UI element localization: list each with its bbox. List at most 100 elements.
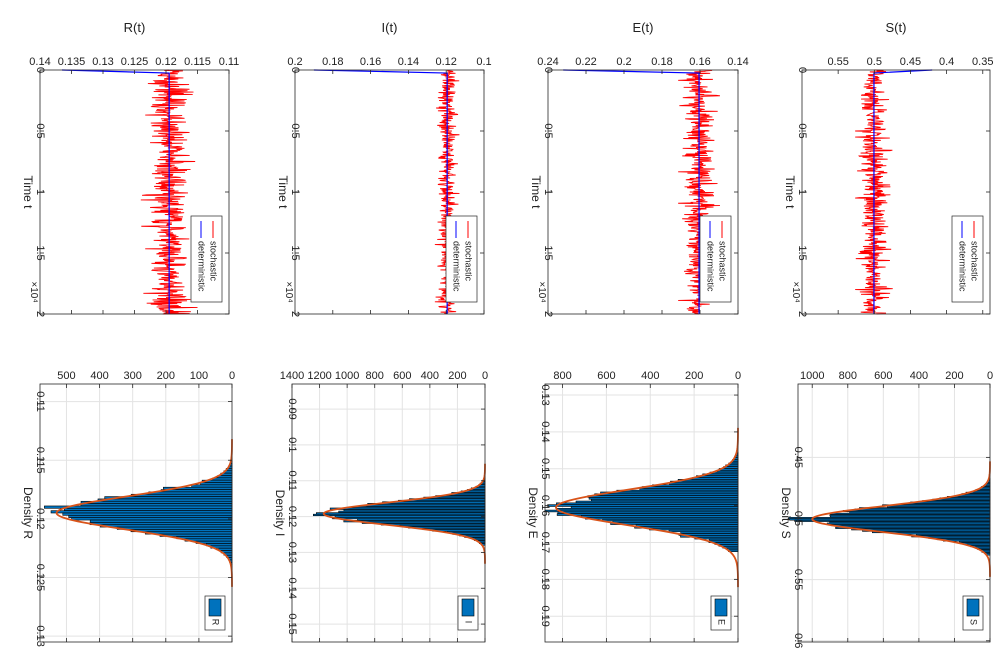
histogram-bar <box>130 493 233 497</box>
x-tick-label: 0 <box>34 67 46 73</box>
legend-label-stochastic: stochastic <box>209 241 219 282</box>
x-tick-label: 0.17 <box>539 532 551 553</box>
x-axis-label: Density R <box>21 487 35 539</box>
legend-label: E <box>717 619 727 625</box>
value-tick-label: 0.2 <box>287 56 302 68</box>
legend-swatch <box>966 598 980 617</box>
x-tick-label: 0.15 <box>286 613 298 634</box>
x-tick-label: 2 <box>289 311 301 317</box>
axes-box <box>544 383 739 643</box>
histogram-bar <box>71 517 233 521</box>
value-tick-label: 200 <box>945 370 963 382</box>
x-tick-label: 0.5 <box>289 123 301 138</box>
x-tick-label: 0.11 <box>34 391 46 412</box>
x-tick-label: 0.15 <box>539 458 551 479</box>
value-tick-label: 400 <box>421 370 439 382</box>
histogram-bar <box>62 512 233 516</box>
x-tick-label: 0.13 <box>34 625 46 646</box>
series-deterministic-line <box>563 69 700 314</box>
value-tick-label: 0.115 <box>184 56 211 68</box>
value-tick-label: 0.135 <box>58 56 86 68</box>
x-axis-label: Time t <box>783 176 797 210</box>
histogram-bar <box>89 522 233 526</box>
value-tick-label: 0.14 <box>398 56 419 68</box>
x-tick-label: 2 <box>542 311 554 317</box>
x-tick-label: 0.1 <box>286 437 298 452</box>
x-tick-label: 0.14 <box>539 421 551 442</box>
histogram-bar <box>63 508 233 511</box>
value-tick-label: 800 <box>839 370 857 382</box>
chart-title: R(t) <box>124 20 146 35</box>
fit-curve <box>55 439 233 587</box>
x-tick-label: 0.55 <box>792 569 804 590</box>
legend-box <box>699 215 732 303</box>
value-tick-label: 0.14 <box>29 56 50 68</box>
histogram-bar <box>97 498 233 502</box>
value-tick-label: 0.12 <box>435 56 456 68</box>
series-deterministic-line <box>62 69 170 314</box>
legend-swatch <box>208 598 222 617</box>
x-axis-label: Time t <box>21 176 35 210</box>
legend-label-deterministic: deterministic <box>452 241 462 292</box>
value-tick-label: 400 <box>641 370 659 382</box>
x-tick-label: 0.16 <box>539 495 551 516</box>
panel-ts-R: 0.11 0.115 0.12 0.125 0.13 0.135 0.140 0.5 1 1.5 2… <box>21 20 239 317</box>
value-tick-label: 600 <box>597 370 615 382</box>
legend-label: S <box>969 619 979 625</box>
x-tick-label: 0.6 <box>792 633 804 648</box>
value-tick-label: 0.13 <box>92 56 113 68</box>
legend-label-deterministic: deterministic <box>706 241 716 292</box>
legend-swatch <box>461 598 475 617</box>
value-tick-label: 0.24 <box>537 56 558 68</box>
x-tick-label: 1 <box>542 189 554 195</box>
value-tick-label: 1400 <box>280 370 304 382</box>
x-exponent-label: ×10⁴ <box>28 281 39 302</box>
x-tick-label: 0.45 <box>792 447 804 468</box>
fit-curve <box>811 461 991 577</box>
chart-title: I(t) <box>382 20 398 35</box>
legend-box <box>951 215 984 303</box>
value-tick-label: 0.35 <box>972 56 993 68</box>
histogram-bar <box>200 482 233 486</box>
x-tick-label: 0.12 <box>286 506 298 527</box>
panel-hist-S: 0 200 400 600 800 1000 0.45 0.5 0.55 0.6 Density S… <box>779 370 993 648</box>
value-tick-label: 0.14 <box>727 56 748 68</box>
panels-layer: 0.110.1150.120.1250.130.1350.1400.511.52… <box>21 20 993 648</box>
panel-ts-S: 0.35 0.4 0.45 0.5 0.55 0 0.5 1 1.5 2 Time t S(t) ×10… <box>783 20 993 317</box>
series-stochastic-line <box>678 69 721 315</box>
legend-label-deterministic: deterministic <box>197 241 207 292</box>
value-tick-label: 0.18 <box>322 56 343 68</box>
histogram-bar <box>130 529 233 533</box>
value-tick-label: 0 <box>987 370 993 382</box>
x-tick-label: 0 <box>289 67 301 73</box>
histogram-bar <box>206 543 233 547</box>
x-exponent-label: ×10⁴ <box>283 281 294 302</box>
value-tick-label: 800 <box>553 370 571 382</box>
axes-box <box>39 383 233 643</box>
value-tick-label: 1000 <box>335 370 359 382</box>
chart-title: E(t) <box>633 20 654 35</box>
x-tick-label: 0.12 <box>34 508 46 529</box>
value-tick-label: 400 <box>910 370 928 382</box>
value-tick-label: 0.16 <box>360 56 381 68</box>
x-tick-label: 0.5 <box>796 123 808 138</box>
x-exponent-label: ×10⁴ <box>536 281 547 302</box>
panel-ts-E: 0.14 0.16 0.18 0.2 0.22 0.240 0.5 1 1.5 2 Time t E(… <box>529 20 749 317</box>
x-tick-label: 0 <box>542 67 554 73</box>
legend-label: I <box>464 621 474 624</box>
value-tick-label: 0.55 <box>827 56 848 68</box>
x-tick-label: 0.09 <box>286 398 298 419</box>
x-axis-label: Time t <box>529 176 543 210</box>
x-axis-label: Time t <box>276 176 290 210</box>
value-tick-label: 200 <box>448 370 466 382</box>
histogram-bar <box>148 491 233 495</box>
value-tick-label: 500 <box>57 370 75 382</box>
value-tick-label: 0 <box>482 370 488 382</box>
x-axis-label: Density I <box>273 490 287 537</box>
legend-label-stochastic: stochastic <box>464 241 474 282</box>
x-tick-label: 1.5 <box>34 245 46 260</box>
value-tick-label: 0.11 <box>219 56 240 68</box>
legend-label-stochastic: stochastic <box>718 241 728 282</box>
x-tick-label: 0.5 <box>34 123 46 138</box>
